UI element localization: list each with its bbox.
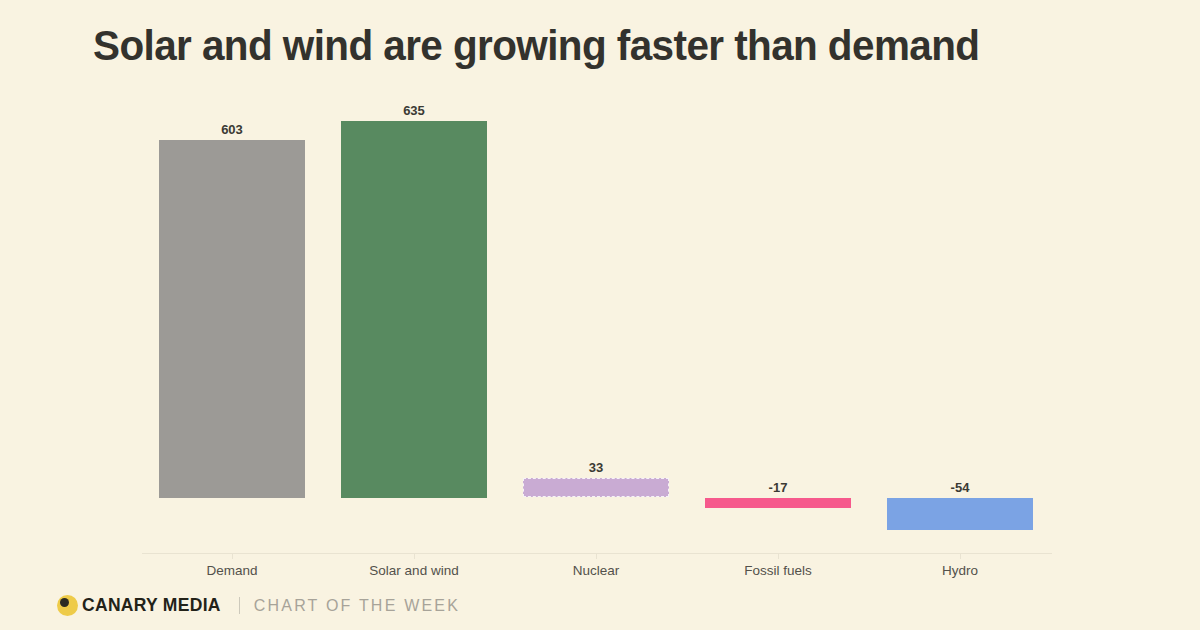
x-axis-label-solar-and-wind: Solar and wind bbox=[324, 563, 504, 579]
bar-value-nuclear: 33 bbox=[523, 460, 669, 475]
footer-series-label: CHART OF THE WEEK bbox=[254, 597, 460, 615]
brand-name: CANARY MEDIA bbox=[82, 595, 221, 616]
bar-nuclear bbox=[523, 478, 669, 498]
x-axis-line bbox=[142, 553, 1052, 554]
x-axis-label-demand: Demand bbox=[142, 563, 322, 579]
bar-hydro bbox=[887, 498, 1033, 530]
bar-solar-and-wind bbox=[341, 121, 487, 498]
x-axis-tick-nuclear bbox=[596, 553, 597, 559]
x-axis-tick-demand bbox=[232, 553, 233, 559]
x-axis-label-nuclear: Nuclear bbox=[506, 563, 686, 579]
bar-fossil-fuels bbox=[705, 498, 851, 508]
x-axis-label-fossil-fuels: Fossil fuels bbox=[688, 563, 868, 579]
chart-card: Solar and wind are growing faster than d… bbox=[0, 0, 1200, 630]
bar-value-hydro: -54 bbox=[887, 480, 1033, 495]
bar-value-solar-and-wind: 635 bbox=[341, 103, 487, 118]
x-axis-tick-hydro bbox=[960, 553, 961, 559]
footer-separator bbox=[239, 597, 240, 614]
bar-chart: 603 Demand 635 Solar and wind 33 Nuclear -17 Fo… bbox=[0, 0, 1200, 630]
canary-logo-icon bbox=[57, 595, 78, 616]
bar-demand bbox=[159, 140, 305, 498]
footer: CANARY MEDIA CHART OF THE WEEK bbox=[57, 594, 460, 617]
canary-logo-pupil bbox=[60, 598, 69, 607]
x-axis-tick-fossil-fuels bbox=[778, 553, 779, 559]
x-axis-tick-solar-and-wind bbox=[414, 553, 415, 559]
bar-value-demand: 603 bbox=[159, 122, 305, 137]
bar-value-fossil-fuels: -17 bbox=[705, 480, 851, 495]
x-axis-label-hydro: Hydro bbox=[870, 563, 1050, 579]
